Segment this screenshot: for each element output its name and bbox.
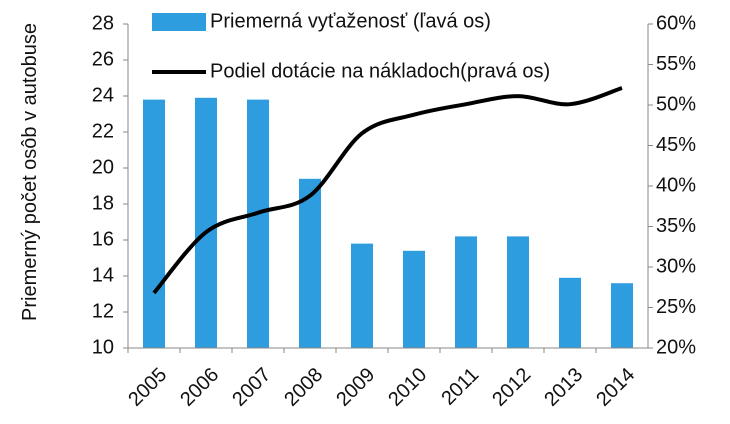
y-tick-label: 18: [92, 192, 114, 214]
y2-tick-label: 45%: [656, 134, 696, 156]
y2-tick-label: 30%: [656, 255, 696, 277]
x-tick-label: 2013: [540, 364, 587, 411]
y-tick-label: 16: [92, 228, 114, 250]
bar: [611, 283, 633, 348]
legend-label: Priemerná vyťaženosť (ľavá os): [210, 10, 491, 32]
bar: [455, 236, 477, 348]
y-tick-label: 14: [92, 264, 114, 286]
bar: [143, 99, 165, 348]
y2-tick-label: 20%: [656, 336, 696, 358]
y2-tick-label: 50%: [656, 93, 696, 115]
y-tick-label: 26: [92, 48, 114, 70]
legend-label: Podiel dotácie na nákladoch(pravá os): [210, 60, 550, 82]
legend-swatch: [152, 13, 206, 31]
line: [152, 86, 623, 295]
bar: [299, 178, 321, 348]
y-tick-label: 10: [92, 336, 114, 358]
y-tick-label: 24: [92, 84, 114, 106]
y-tick-label: 20: [92, 156, 114, 178]
bar: [559, 277, 581, 348]
x-tick-label: 2009: [332, 364, 379, 411]
x-tick-label: 2010: [384, 364, 431, 411]
x-tick-label: 2014: [592, 364, 639, 411]
x-tick-label: 2011: [437, 364, 483, 410]
y-tick-label: 28: [92, 12, 114, 34]
bar: [507, 236, 529, 348]
y-axis-label: Priemerný počet osôb v autobuse: [19, 23, 41, 321]
x-tick-label: 2008: [280, 364, 327, 411]
x-tick-label: 2007: [228, 364, 275, 411]
x-tick-label: 2012: [488, 364, 535, 411]
bar: [195, 97, 217, 348]
bar: [247, 99, 269, 348]
y-tick-label: 22: [92, 120, 114, 142]
y2-tick-label: 25%: [656, 296, 696, 318]
y2-tick-label: 55%: [656, 53, 696, 75]
x-tick-label: 2006: [176, 364, 223, 411]
bar: [351, 243, 373, 348]
y2-tick-label: 60%: [656, 12, 696, 34]
y2-tick-label: 40%: [656, 174, 696, 196]
y2-tick-label: 35%: [656, 215, 696, 237]
x-tick-label: 2005: [124, 364, 171, 411]
y-tick-label: 12: [92, 300, 114, 322]
bar: [403, 250, 425, 348]
